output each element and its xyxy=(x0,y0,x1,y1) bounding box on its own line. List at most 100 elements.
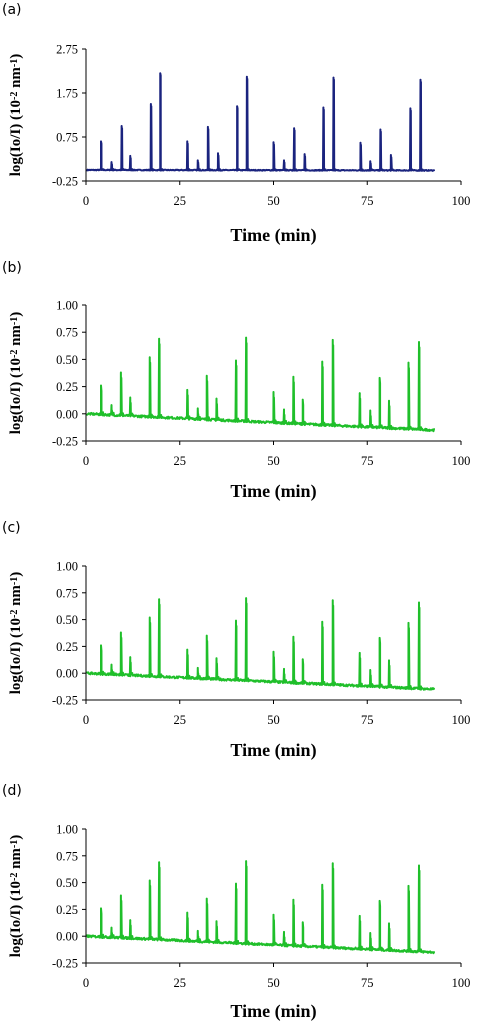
peak-point xyxy=(100,384,102,387)
peak-point xyxy=(283,408,285,411)
peak-point xyxy=(186,648,189,651)
peak-point xyxy=(205,374,208,377)
peak-point xyxy=(129,155,132,157)
y-axis-title-part: log(Io/I) (10 xyxy=(8,100,24,176)
peak-point xyxy=(272,391,275,393)
y-axis-title-part: -2 xyxy=(9,610,20,618)
y-axis-title-part: -1 xyxy=(9,317,20,325)
peak-point xyxy=(110,663,113,666)
y-tick-label: 0.75 xyxy=(56,849,78,863)
y-axis-title-part: -2 xyxy=(9,350,20,358)
peak-point xyxy=(246,75,248,78)
peak-point xyxy=(196,407,199,410)
peak-point xyxy=(331,599,334,602)
y-axis-title: log(Io/I) (10-2 nm-1) xyxy=(8,835,24,958)
chart-panel-b: (b) -0.25 0.00 0.25 0.50 0.75 1.00 0 25 50 75 100 Ti… xyxy=(2,260,470,502)
peak-point xyxy=(407,622,410,624)
y-tick-label: 0.75 xyxy=(56,586,78,600)
peak-point xyxy=(332,76,335,79)
x-tick-label: 25 xyxy=(174,976,187,990)
peak-point xyxy=(331,862,334,865)
x-tick-label: 50 xyxy=(267,713,280,727)
x-tick-label: 25 xyxy=(174,713,187,727)
y-axis-title-part: -2 xyxy=(9,92,20,100)
peak-point xyxy=(150,103,152,105)
panel-label: (a) xyxy=(2,2,22,18)
x-tick-label: 50 xyxy=(267,454,280,468)
peak-point xyxy=(158,598,160,601)
x-tick-label: 75 xyxy=(361,454,374,468)
peak-point xyxy=(120,371,122,374)
y-axis-title-part: -1 xyxy=(9,840,20,848)
peak-point xyxy=(321,360,324,363)
y-axis-title-part: -2 xyxy=(9,873,20,881)
peak-point xyxy=(292,898,295,901)
y-tick-label: 0.00 xyxy=(56,667,78,681)
peak-point xyxy=(378,900,381,902)
peak-point xyxy=(235,359,237,362)
y-tick-label: 1.00 xyxy=(56,299,78,313)
peak-point xyxy=(148,879,151,882)
peak-point xyxy=(215,397,218,400)
x-tick-label: 0 xyxy=(83,976,89,990)
x-tick-label: 0 xyxy=(83,454,89,468)
peak-point xyxy=(272,650,275,653)
panel-label: (b) xyxy=(2,260,22,276)
peak-point xyxy=(293,127,295,129)
peak-point xyxy=(215,657,218,659)
y-tick-label: 1.00 xyxy=(56,823,78,837)
peak-point xyxy=(120,631,122,634)
peak-point xyxy=(110,161,113,163)
x-tick-label: 0 xyxy=(83,713,89,727)
peak-point xyxy=(303,153,306,155)
y-axis-title-part: ) xyxy=(8,835,24,840)
x-tick-label: 50 xyxy=(267,194,280,208)
x-axis-title: Time (min) xyxy=(230,740,316,761)
peak-point xyxy=(100,907,102,910)
peak-point xyxy=(120,894,122,897)
peak-point xyxy=(235,619,237,622)
y-tick-label: 0.25 xyxy=(56,903,78,917)
y-axis-title-part: log(Io/I) (10 xyxy=(8,881,24,957)
x-tick-label: 75 xyxy=(361,194,374,208)
peak-point xyxy=(369,409,372,412)
peak-point xyxy=(148,356,151,359)
peak-point xyxy=(272,913,275,916)
x-tick-label: 100 xyxy=(452,976,471,990)
peak-point xyxy=(236,105,238,107)
chart-panel-a: (a) -0.25 0.75 1.75 2.75 0 25 50 75 100 Time (min)… xyxy=(2,2,470,246)
y-axis-title-part: -1 xyxy=(9,577,20,585)
peak-point xyxy=(283,668,285,670)
peak-point xyxy=(217,152,219,155)
x-axis-title: Time (min) xyxy=(230,225,316,246)
y-axis-title: log(Io/I) (10-2 nm-1) xyxy=(8,572,24,695)
peak-point xyxy=(245,860,247,862)
chart-panel-c: (c) -0.25 0.00 0.25 0.50 0.75 1.00 0 25 50 75 100 Ti… xyxy=(2,520,470,761)
peak-point xyxy=(283,159,285,162)
y-axis-title-part: nm xyxy=(8,325,24,350)
y-axis-title-part: log(Io/I) (10 xyxy=(8,618,24,694)
y-tick-label: 0.25 xyxy=(56,640,78,654)
x-tick-label: 75 xyxy=(361,713,374,727)
peak-point xyxy=(407,885,410,887)
peak-point xyxy=(301,398,304,401)
y-tick-label: -0.25 xyxy=(52,435,78,449)
y-tick-label: -0.25 xyxy=(52,694,78,708)
y-axis-title-part: nm xyxy=(8,585,24,610)
y-tick-label: 0.75 xyxy=(56,131,78,145)
peak-point xyxy=(272,141,275,144)
peak-point xyxy=(369,932,372,934)
peak-point xyxy=(418,601,420,604)
peak-point xyxy=(388,659,390,662)
peak-point xyxy=(129,396,132,399)
peak-point xyxy=(322,106,325,109)
series-line xyxy=(86,860,435,955)
x-tick-label: 100 xyxy=(452,454,471,468)
y-axis-title: log(Io/I) (10-2 nm-1) xyxy=(8,54,24,177)
x-tick-label: 25 xyxy=(174,194,187,208)
peak-point xyxy=(301,921,304,924)
peak-point xyxy=(388,922,390,925)
peak-point xyxy=(235,882,237,885)
peak-point xyxy=(110,926,113,929)
